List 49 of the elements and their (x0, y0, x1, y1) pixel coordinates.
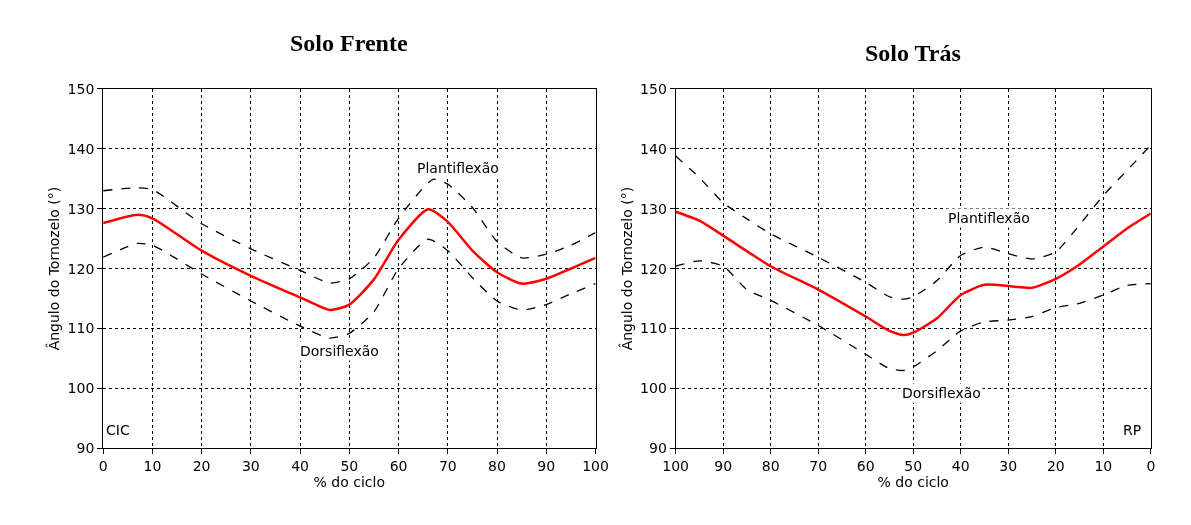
x-tick-label: 60 (389, 458, 408, 475)
x-tick-label: 40 (951, 458, 970, 475)
y-tick-label: 130 (67, 200, 95, 217)
x-tick-label: 100 (582, 458, 609, 475)
x-tick-label: 80 (761, 458, 780, 475)
annotation: CIC (106, 422, 130, 438)
x-tick-label: 90 (537, 458, 556, 475)
x-tick-label: 0 (1146, 458, 1156, 475)
y-axis-title: Ângulo do Tornozelo (°) (45, 186, 63, 351)
x-axis-title: % do ciclo (877, 474, 949, 491)
x-tick-label: 40 (291, 458, 309, 475)
x-tick-label: 90 (714, 458, 733, 475)
annotation: Plantiflexão (417, 160, 499, 176)
y-tick-label: 110 (67, 320, 95, 337)
y-tick-label: 100 (640, 380, 667, 397)
y-tick-label: 120 (67, 260, 95, 277)
y-tick-label: 150 (640, 80, 667, 97)
chart-title: Solo Frente (290, 30, 408, 56)
x-tick-label: 60 (856, 458, 875, 475)
x-tick-label: 20 (1046, 458, 1065, 475)
x-tick-label: 30 (999, 458, 1018, 475)
y-tick-label: 150 (67, 80, 95, 97)
y-tick-label: 120 (640, 260, 667, 277)
y-tick-label: 110 (640, 320, 667, 337)
line-series (103, 208, 596, 312)
x-tick-label: 10 (1094, 458, 1113, 475)
y-tick-label: 90 (649, 440, 667, 457)
x-tick-label: 100 (662, 458, 690, 475)
y-axis-title: Ângulo do Tornozelo (°) (617, 186, 635, 351)
x-tick-label: 10 (143, 458, 162, 475)
y-tick-label: 90 (76, 440, 95, 457)
x-tick-label: 50 (904, 458, 923, 475)
y-tick-label: 100 (67, 380, 95, 397)
chart-title: Solo Trás (865, 40, 961, 66)
x-tick-label: 80 (488, 458, 506, 475)
y-tick-label: 140 (67, 140, 95, 157)
annotation: Dorsiflexão (902, 385, 981, 401)
x-tick-label: 50 (340, 458, 359, 475)
annotation: RP (1123, 422, 1142, 438)
x-axis-title: % do ciclo (313, 474, 386, 491)
annotation: Plantiflexão (948, 210, 1030, 226)
y-tick-label: 130 (640, 200, 667, 217)
y-tick-label: 140 (640, 140, 667, 157)
x-tick-label: 30 (241, 458, 260, 475)
x-tick-label: 20 (192, 458, 211, 475)
x-tick-label: 0 (98, 458, 108, 475)
x-tick-label: 70 (438, 458, 457, 475)
annotation: Dorsiflexão (300, 343, 379, 359)
x-tick-label: 70 (809, 458, 828, 475)
